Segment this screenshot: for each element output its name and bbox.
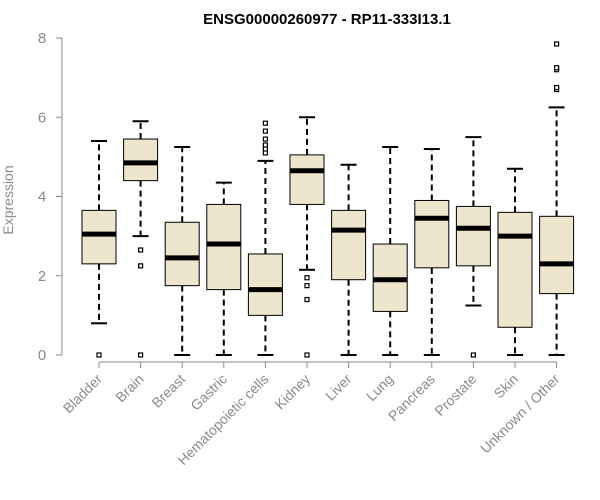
box-pancreas [414, 147, 450, 356]
box [247, 253, 283, 316]
box-hematopoietic-cells [247, 120, 283, 356]
x-tick-label: Unknown / Other [477, 371, 563, 457]
x-tick-label: Lung [363, 371, 396, 404]
outlier-point [304, 296, 310, 303]
box-lung [372, 145, 408, 356]
box [331, 209, 367, 281]
box-liver [331, 163, 367, 356]
y-axis: 0 2 4 6 8 [38, 30, 63, 364]
chart-title: ENSG00000260977 - RP11-333I13.1 [203, 11, 451, 28]
outlier-point [470, 352, 476, 358]
x-tick-label: Brain [112, 371, 146, 405]
x-tick-label: Kidney [272, 371, 314, 413]
box [455, 205, 491, 267]
box-breast [164, 145, 200, 356]
x-tick-label: Bladder [60, 371, 106, 417]
boxes-group [81, 41, 575, 358]
box [164, 221, 200, 287]
box-gastric [206, 181, 242, 356]
outlier-point [553, 65, 560, 71]
box [123, 138, 159, 182]
box [206, 203, 242, 291]
outlier-point [304, 352, 310, 358]
outlier-point [262, 142, 268, 148]
y-tick-label: 4 [38, 189, 46, 206]
outlier-point [138, 247, 144, 253]
box [497, 211, 533, 328]
outlier-point [138, 263, 144, 269]
box-unknown-other [539, 41, 575, 356]
box-skin [497, 167, 533, 356]
x-tick-label: Prostate [431, 371, 479, 419]
outlier-point [262, 120, 268, 126]
y-axis-label: Expression [0, 165, 16, 234]
box-prostate [455, 136, 491, 358]
outlier-point [553, 41, 560, 47]
box [81, 209, 117, 265]
outlier-point [304, 283, 310, 289]
outlier-point [138, 352, 144, 358]
box [414, 199, 450, 269]
y-tick-label: 0 [38, 347, 46, 364]
outlier-point [96, 352, 102, 358]
x-tick-label: Breast [148, 371, 188, 411]
outlier-point [304, 275, 310, 281]
box-brain [123, 120, 159, 358]
box [539, 215, 575, 295]
outlier-point [553, 84, 560, 91]
x-tick-label: Skin [491, 371, 522, 402]
outlier-point [262, 136, 268, 142]
x-tick-label: Liver [322, 371, 355, 404]
box [289, 154, 325, 205]
box-kidney [289, 116, 325, 358]
box-bladder [81, 140, 117, 358]
y-tick-label: 8 [38, 30, 46, 47]
y-tick-label: 6 [38, 109, 46, 126]
outlier-point [262, 128, 268, 134]
y-tick-label: 2 [38, 268, 46, 285]
